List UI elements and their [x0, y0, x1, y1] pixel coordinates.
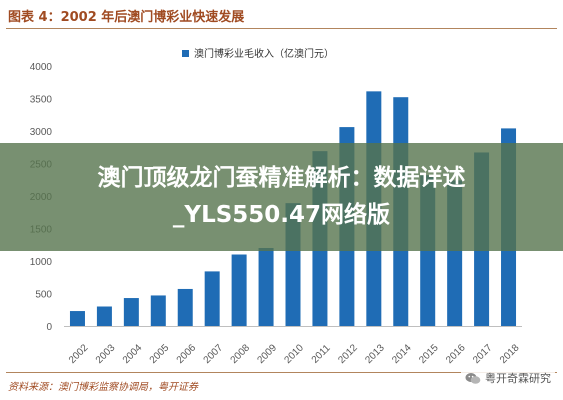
x-tick-label: 2006 — [175, 342, 199, 366]
watermark-text: 粤开奇霖研究 — [485, 372, 551, 385]
y-tick-label: 4000 — [30, 62, 53, 73]
chart-legend: 澳门博彩业毛收入（亿澳门元） — [182, 47, 334, 60]
x-tick-label: 2014 — [390, 342, 414, 366]
y-tick-label: 1000 — [30, 257, 53, 268]
bar-2002 — [69, 311, 85, 326]
x-tick-label: 2015 — [417, 342, 441, 366]
y-tick-label: 0 — [46, 322, 52, 333]
y-tick-label: 500 — [35, 290, 52, 301]
footer-divider — [6, 372, 557, 373]
bar-2009 — [258, 248, 274, 326]
source-note: 资料来源：澳门博彩监察协调局，粤开证券 — [8, 382, 198, 393]
x-tick-label: 2007 — [202, 342, 226, 366]
x-tick-label: 2002 — [67, 342, 91, 366]
x-tick-label: 2009 — [256, 342, 280, 366]
y-tick-label: 3000 — [30, 127, 53, 138]
x-tick-label: 2017 — [471, 342, 495, 366]
y-tick-label: 3500 — [30, 95, 53, 106]
wechat-icon — [465, 372, 481, 384]
x-tick-label: 2012 — [336, 342, 360, 366]
overlay-banner: 澳门顶级龙门蚕精准解析：数据详述_YLS550.47网络版 — [0, 143, 563, 251]
legend-swatch — [182, 50, 189, 57]
bar-2004 — [123, 298, 139, 326]
x-tick-label: 2018 — [498, 342, 522, 366]
x-tick-label: 2008 — [229, 342, 253, 366]
watermark: 粤开奇霖研究 — [461, 368, 555, 388]
bar-2003 — [96, 306, 112, 326]
x-tick-label: 2016 — [444, 342, 468, 366]
overlay-title[interactable]: 澳门顶级龙门蚕精准解析：数据详述_YLS550.47网络版 — [97, 165, 466, 228]
x-tick-label: 2005 — [148, 342, 172, 366]
title-divider — [6, 28, 557, 29]
x-axis: 2002 2003 2004 2005 2006 2007 2008 2009 2010 2011… — [64, 326, 522, 366]
x-tick-label: 2011 — [310, 342, 333, 365]
bar-2006 — [177, 288, 193, 326]
x-tick-label: 2003 — [94, 342, 118, 366]
figure-title: 图表 4：2002 年后澳门博彩业快速发展 — [8, 10, 245, 25]
x-tick-label: 2013 — [363, 342, 387, 366]
bar-2008 — [231, 254, 247, 326]
x-tick-label: 2010 — [282, 342, 306, 366]
bar-2005 — [150, 295, 166, 326]
legend-label: 澳门博彩业毛收入（亿澳门元） — [194, 47, 334, 60]
x-tick-label: 2004 — [121, 342, 145, 366]
bar-2007 — [204, 271, 220, 326]
